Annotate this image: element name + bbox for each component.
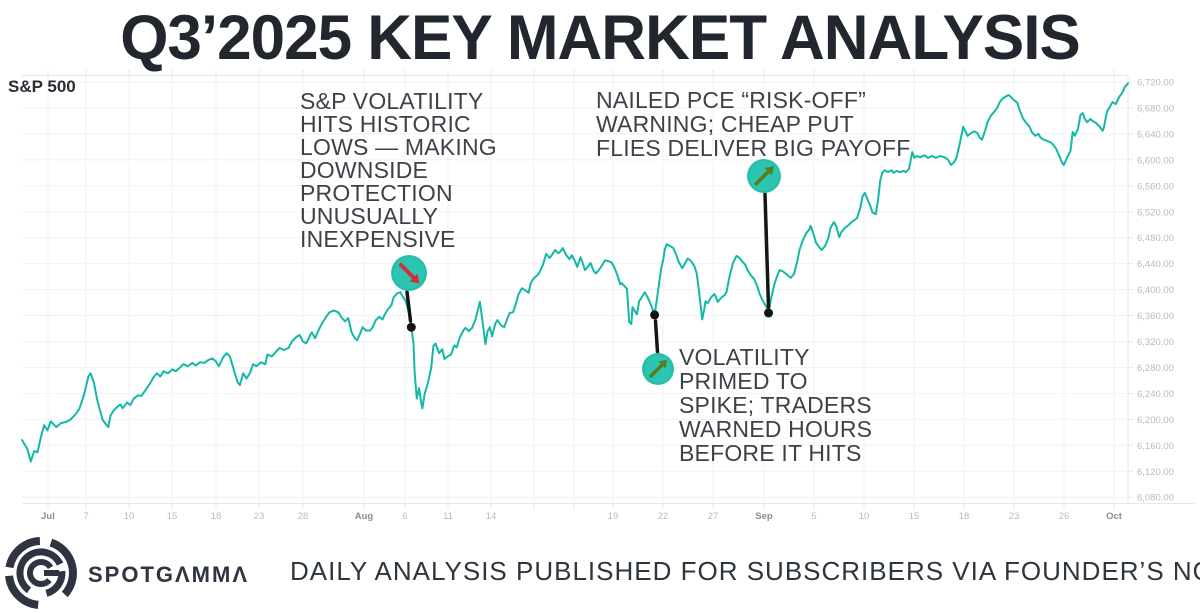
y-tick-label: 6,080.00 <box>1137 493 1174 504</box>
annotation-pce-warning: NAILED PCE “RISK-OFF” WARNING; CHEAP PUT… <box>596 88 911 160</box>
x-tick-label: Oct <box>1106 511 1123 522</box>
x-tick-label: 10 <box>124 511 135 522</box>
annotation-line: FLIES DELIVER BIG PAYOFF <box>596 135 911 161</box>
annotation-line: PRIMED TO <box>679 368 808 394</box>
y-tick-label: 6,160.00 <box>1137 441 1174 452</box>
page-title: Q3’2025 KEY MARKET ANALYSIS <box>120 3 1081 74</box>
x-tick-label: 5 <box>811 511 816 522</box>
x-tick-label: 11 <box>443 511 453 522</box>
annotation-line: HITS HISTORIC <box>300 111 471 137</box>
y-tick-label: 6,280.00 <box>1137 363 1174 374</box>
annotation-volatility-lows: S&P VOLATILITY HITS HISTORIC LOWS — MAKI… <box>300 90 497 251</box>
arrow-down-right-icon <box>391 255 427 291</box>
y-tick-label: 6,120.00 <box>1137 467 1174 478</box>
annotation-line: WARNED HOURS <box>679 416 873 442</box>
y-tick-label: 6,720.00 <box>1137 78 1174 89</box>
event-marker <box>764 308 774 318</box>
x-tick-label: 19 <box>608 511 619 522</box>
annotation-line: PROTECTION <box>300 180 453 206</box>
y-tick-label: 6,560.00 <box>1137 181 1174 192</box>
x-tick-label: Aug <box>355 511 374 522</box>
y-tick-label: 6,640.00 <box>1137 129 1174 140</box>
callout-line <box>763 192 771 309</box>
price-line <box>21 82 1129 463</box>
annotation-line: NAILED PCE “RISK-OFF” <box>596 87 867 113</box>
x-tick-label: 6 <box>402 511 407 522</box>
annotation-line: INEXPENSIVE <box>300 226 456 252</box>
x-tick-label: 26 <box>1059 511 1070 522</box>
arrow-up-right-icon <box>642 353 674 385</box>
x-tick-label: 28 <box>298 511 309 522</box>
event-marker <box>406 322 416 332</box>
annotation-line: SPIKE; TRADERS <box>679 392 872 418</box>
x-tick-label: 14 <box>486 511 497 522</box>
x-tick-label: 15 <box>909 511 920 522</box>
annotation-line: DOWNSIDE <box>300 157 429 183</box>
y-tick-label: 6,600.00 <box>1137 155 1174 166</box>
annotation-line: UNUSUALLY <box>300 203 439 229</box>
y-tick-label: 6,680.00 <box>1137 103 1174 114</box>
annotation-volatility-spike: VOLATILITY PRIMED TO SPIKE; TRADERS WARN… <box>679 345 872 465</box>
y-tick-label: 6,200.00 <box>1137 415 1174 426</box>
x-tick-label: 10 <box>859 511 870 522</box>
y-tick-label: 6,320.00 <box>1137 337 1174 348</box>
x-tick-label: 22 <box>658 511 669 522</box>
spotgamma-logo <box>5 537 77 609</box>
x-tick-label: Jul <box>41 511 55 522</box>
brand-wordmark: SPOTGΛMMΛ <box>88 562 250 587</box>
arrow-up-right-icon <box>747 159 781 193</box>
x-tick-label: 27 <box>708 511 719 522</box>
callout-line <box>653 319 660 354</box>
footer-text: DAILY ANALYSIS PUBLISHED FOR SUBSCRIBERS… <box>290 556 1200 586</box>
annotation-line: VOLATILITY <box>679 344 810 370</box>
series-label: S&P 500 <box>8 77 76 96</box>
annotation-line: BEFORE IT HITS <box>679 440 862 466</box>
y-tick-label: 6,400.00 <box>1137 285 1174 296</box>
x-tick-label: 18 <box>959 511 970 522</box>
x-tick-label: Sep <box>755 511 773 522</box>
event-marker <box>650 310 660 320</box>
x-tick-label: 15 <box>167 511 178 522</box>
y-tick-label: 6,520.00 <box>1137 207 1174 218</box>
y-tick-label: 6,360.00 <box>1137 311 1174 322</box>
y-tick-label: 6,480.00 <box>1137 233 1174 244</box>
annotation-line: LOWS — MAKING <box>300 134 497 160</box>
x-tick-label: 23 <box>1009 511 1020 522</box>
x-tick-label: 7 <box>83 511 88 522</box>
x-tick-label: 23 <box>254 511 265 522</box>
annotation-line: S&P VOLATILITY <box>300 88 484 114</box>
y-tick-label: 6,440.00 <box>1137 259 1174 270</box>
callout-line <box>405 290 413 323</box>
annotation-line: WARNING; CHEAP PUT <box>596 111 854 137</box>
x-tick-label: 18 <box>211 511 222 522</box>
y-tick-label: 6,240.00 <box>1137 389 1174 400</box>
